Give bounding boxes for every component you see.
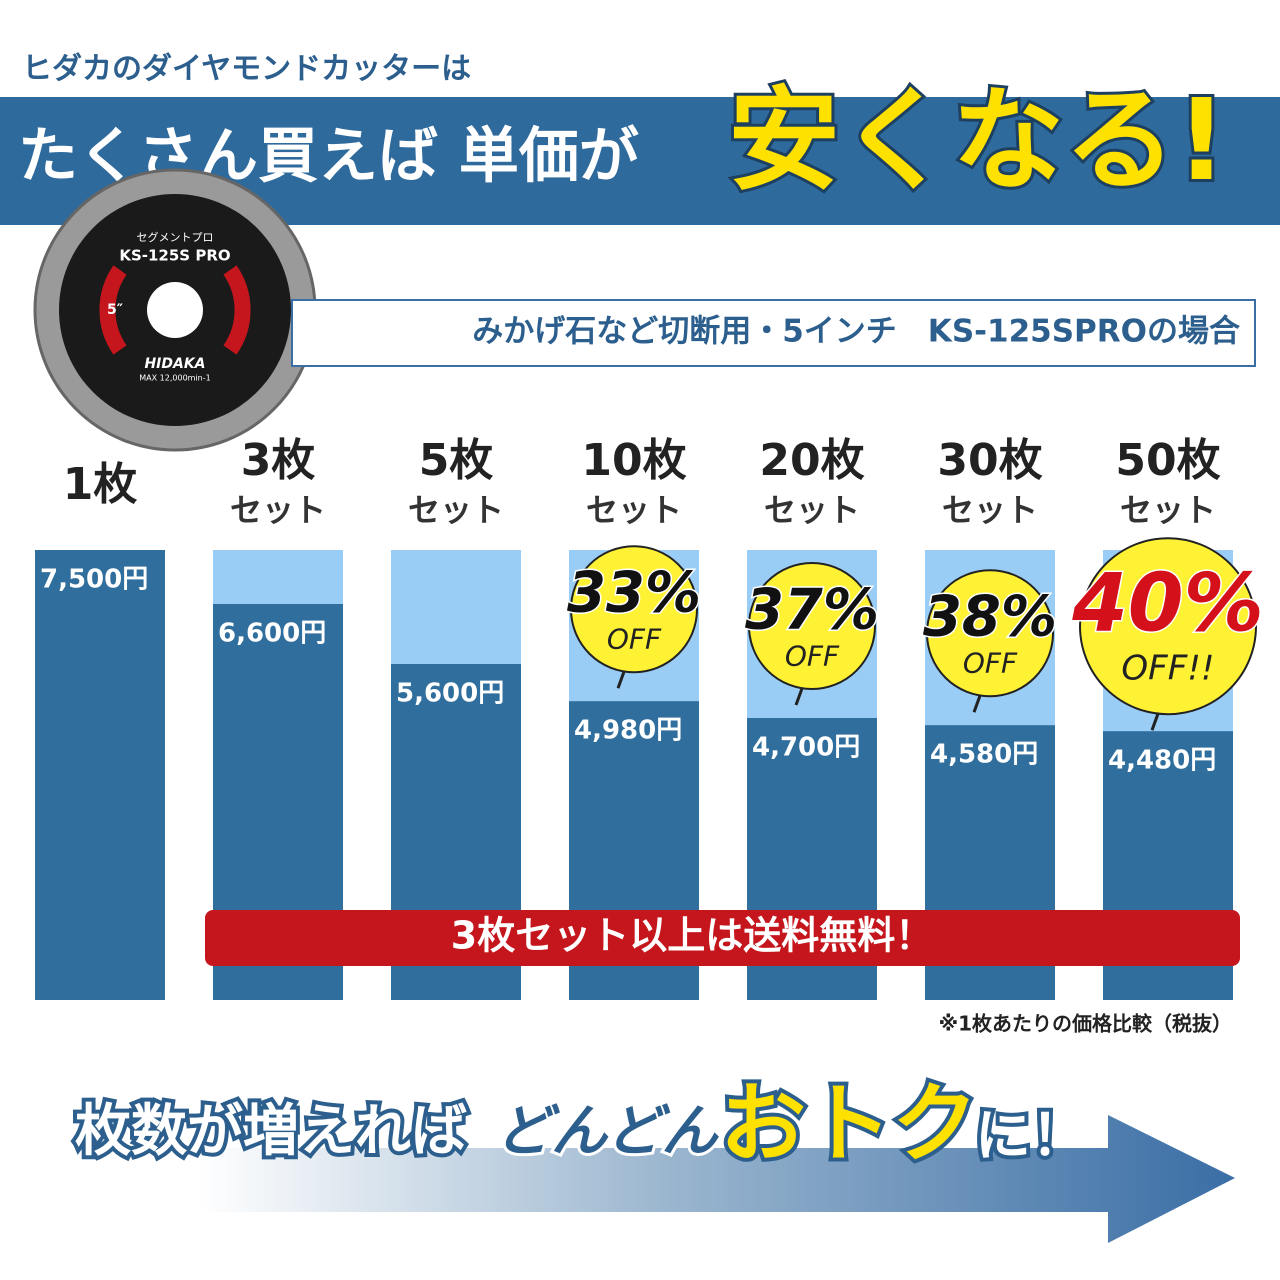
discount-label: 33% — [567, 561, 701, 626]
disc-arc — [223, 265, 251, 355]
category-label: 20枚 — [759, 435, 864, 486]
arrow — [200, 1115, 1235, 1243]
note: ※1枚あたりの価格比較（税抜） — [939, 1012, 1232, 1036]
value-label: 5,600円 — [396, 679, 504, 709]
subtitle-box — [291, 299, 1256, 367]
discount-badge — [748, 562, 876, 690]
category-sublabel: セット — [408, 491, 504, 529]
disc-series: セグメントプロ — [137, 230, 214, 244]
category-sublabel: セット — [230, 491, 326, 529]
slogan-lead: 枚数が増えれば — [75, 1099, 467, 1164]
disc-model: KS-125S PRO — [119, 247, 230, 265]
disc-brand: HIDAKA — [144, 356, 205, 372]
headline-emphasis: 安くなる! — [728, 76, 1227, 206]
banner-box — [205, 910, 1240, 966]
value-label: 6,600円 — [218, 619, 326, 649]
discount-off-label: OFF — [785, 640, 840, 673]
value-label: 4,980円 — [574, 716, 682, 746]
discount-badge — [570, 545, 698, 674]
headline: たくさん買えば 単価が — [18, 122, 639, 192]
slogan-end: に！ — [975, 1104, 1087, 1169]
discount-label: 38% — [923, 585, 1057, 650]
subtitle: みかげ石など切断用・5インチ KS-125SPROの場合 — [472, 314, 1240, 350]
disc-arc — [99, 265, 127, 355]
value-label: 4,700円 — [752, 733, 860, 763]
category-label: 3枚 — [241, 435, 316, 486]
value-label: 7,500円 — [40, 565, 148, 595]
slogan-middle: どんどん — [495, 1099, 719, 1164]
discount-label: 37% — [745, 578, 879, 643]
disc-size: 5″ — [107, 302, 123, 318]
category-sublabel: セット — [1120, 491, 1216, 529]
discount-badge — [926, 569, 1054, 698]
discount-off-label: OFF!! — [1121, 649, 1214, 689]
discount-label: 40% — [1071, 557, 1263, 650]
bar — [35, 550, 165, 1000]
category-label: 10枚 — [581, 435, 686, 486]
category-label: 30枚 — [937, 435, 1042, 486]
category-sublabel: セット — [764, 491, 860, 529]
value-label: 4,580円 — [930, 740, 1038, 770]
disc-hole — [147, 282, 203, 338]
intro-text: ヒダカのダイヤモンドカッターは — [22, 52, 471, 87]
discount-off-label: OFF — [963, 647, 1018, 680]
category-label: 50枚 — [1115, 435, 1220, 486]
category-label: 5枚 — [419, 435, 494, 486]
category-sublabel: セット — [586, 491, 682, 529]
value-label: 4,480円 — [1108, 746, 1216, 776]
banner: 3枚セット以上は送料無料！ — [451, 914, 933, 958]
category-label: 1枚 — [63, 459, 138, 510]
category-sublabel: セット — [942, 491, 1038, 529]
slogan-emphasis: おトク — [720, 1074, 978, 1174]
discount-badge — [1079, 537, 1257, 716]
disc-speed: MAX 12,000min-1 — [139, 374, 210, 383]
discount-off-label: OFF — [607, 623, 662, 656]
product-image: セグメントプロ KS-125S PRO 5″ HIDAKA MAX 12,000… — [33, 168, 317, 452]
